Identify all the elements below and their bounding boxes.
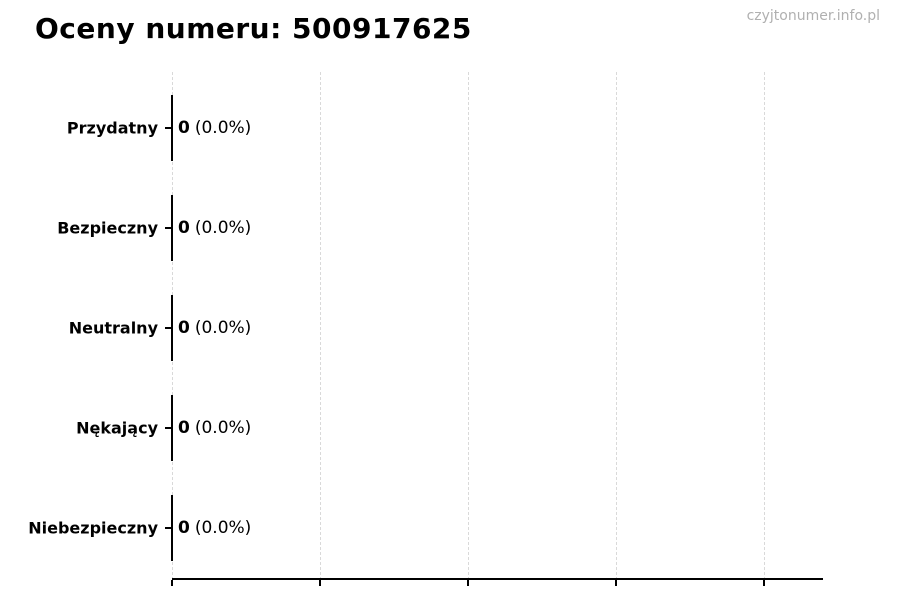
- x-axis-line: [172, 578, 823, 580]
- bar-row-bezpieczny: Bezpieczny 0 (0.0%): [0, 195, 900, 261]
- value-number: 0: [178, 418, 190, 438]
- bar-row-przydatny: Przydatny 0 (0.0%): [0, 95, 900, 161]
- x-axis-tick: [319, 580, 321, 586]
- gridline: [320, 72, 321, 580]
- y-axis-tick: [165, 327, 172, 329]
- y-axis-tick: [165, 227, 172, 229]
- gridline: [764, 72, 765, 580]
- y-axis-tick: [165, 127, 172, 129]
- bar-row-nekajacy: Nękający 0 (0.0%): [0, 395, 900, 461]
- value-percent: (0.0%): [194, 418, 252, 438]
- x-axis-tick: [171, 580, 173, 586]
- value-number: 0: [178, 118, 190, 138]
- bar-zero-width: [171, 95, 173, 161]
- category-label: Niebezpieczny: [28, 518, 158, 538]
- value-number: 0: [178, 218, 190, 238]
- bar-row-neutralny: Neutralny 0 (0.0%): [0, 295, 900, 361]
- category-label: Przydatny: [66, 118, 158, 138]
- value-number: 0: [178, 518, 190, 538]
- value-label: 0 (0.0%): [178, 518, 251, 538]
- value-label: 0 (0.0%): [178, 418, 251, 438]
- value-percent: (0.0%): [194, 118, 252, 138]
- watermark-text: czyjtonumer.info.pl: [746, 8, 880, 24]
- bar-row-niebezpieczny: Niebezpieczny 0 (0.0%): [0, 495, 900, 561]
- category-label: Neutralny: [68, 318, 158, 338]
- value-label: 0 (0.0%): [178, 218, 251, 238]
- x-axis-tick: [615, 580, 617, 586]
- x-axis-tick: [467, 580, 469, 586]
- value-percent: (0.0%): [194, 218, 252, 238]
- bar-zero-width: [171, 295, 173, 361]
- value-number: 0: [178, 318, 190, 338]
- category-label: Nękający: [76, 418, 158, 438]
- chart-title: Oceny numeru: 500917625: [35, 12, 472, 45]
- x-axis-tick: [763, 580, 765, 586]
- gridline: [616, 72, 617, 580]
- value-label: 0 (0.0%): [178, 118, 251, 138]
- category-label: Bezpieczny: [57, 218, 158, 238]
- gridline: [468, 72, 469, 580]
- value-percent: (0.0%): [194, 518, 252, 538]
- bar-zero-width: [171, 395, 173, 461]
- y-axis-tick: [165, 527, 172, 529]
- bar-zero-width: [171, 495, 173, 561]
- value-label: 0 (0.0%): [178, 318, 251, 338]
- value-percent: (0.0%): [194, 318, 252, 338]
- y-axis-tick: [165, 427, 172, 429]
- bar-zero-width: [171, 195, 173, 261]
